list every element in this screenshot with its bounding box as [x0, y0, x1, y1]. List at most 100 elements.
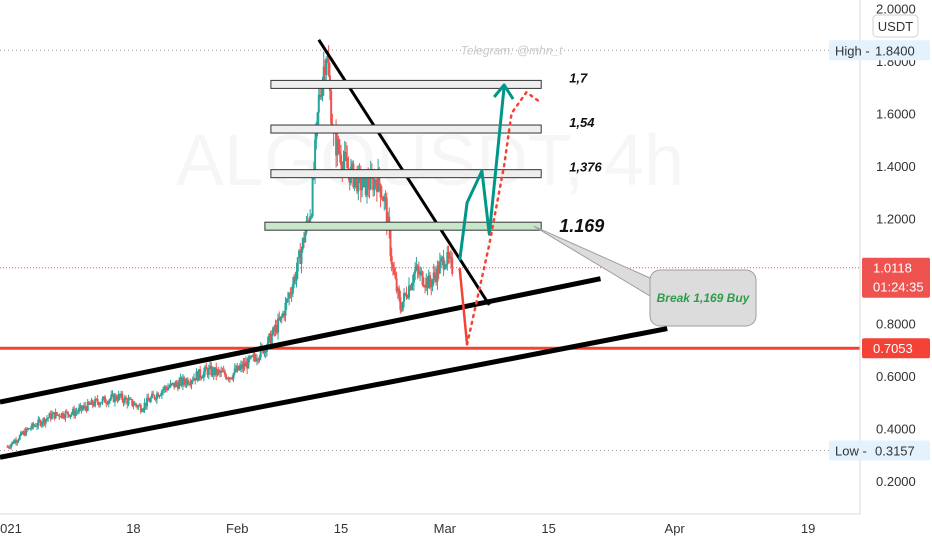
candle-body: [447, 251, 450, 259]
currency-button-box[interactable]: [872, 14, 919, 38]
candle-body: [159, 394, 162, 396]
price-tick-label: 0.4000: [876, 421, 916, 436]
candle-body: [68, 414, 71, 417]
candle-body: [269, 333, 272, 344]
candle-body: [344, 151, 347, 158]
candle-body: [136, 405, 139, 408]
candle-body: [62, 413, 65, 418]
candle-body: [241, 364, 244, 369]
candle-body: [191, 380, 194, 382]
level-label: 1,54: [569, 115, 595, 130]
candle-body: [431, 279, 434, 288]
candle-body: [356, 174, 359, 192]
candle-body: [75, 411, 78, 413]
candle-body: [80, 405, 83, 410]
candle-body: [121, 393, 124, 401]
candle-body: [26, 428, 29, 430]
candle-body: [337, 138, 340, 152]
candle-body: [178, 381, 181, 389]
candle-body: [323, 66, 326, 75]
candle-body: [393, 268, 396, 275]
candle-body: [108, 398, 111, 401]
candle-body: [202, 371, 205, 378]
candle-body: [249, 355, 252, 359]
candle-body: [107, 400, 110, 404]
candle-body: [8, 447, 11, 449]
candle-body: [143, 402, 146, 410]
candle-body: [94, 398, 97, 406]
time-tick-label: 15: [541, 521, 555, 536]
candle-body: [15, 440, 18, 443]
currency-button[interactable]: USDT: [872, 14, 919, 38]
candle-body: [251, 355, 254, 357]
candle-body: [221, 371, 224, 373]
candle-body: [162, 389, 165, 391]
candle-body: [37, 419, 40, 426]
price-tick-label: 0.8000: [876, 316, 916, 331]
candle-body: [235, 368, 238, 372]
candle-body: [117, 394, 120, 401]
candle-body: [386, 216, 389, 225]
candle-body: [179, 377, 182, 382]
candle-body: [153, 395, 156, 399]
candle-body: [244, 362, 247, 367]
candle-body: [375, 183, 378, 192]
candle-body: [47, 417, 50, 419]
candle-body: [398, 288, 401, 298]
projected-move-arrow: [458, 86, 506, 261]
candle-body: [422, 284, 425, 287]
candle-body: [87, 401, 90, 405]
candle-body: [134, 403, 137, 406]
candle-body: [144, 402, 147, 407]
time-axis: 2021 18 Feb 15 Mar 15 Apr 19: [0, 513, 932, 550]
candle-body: [264, 348, 267, 353]
candle-body: [120, 393, 123, 397]
candle-body: [201, 377, 204, 379]
telegram-handle: Telegram: @mhn_t: [461, 43, 563, 57]
candle-body: [290, 293, 293, 295]
drawing-overlays: 1,7 1,54 1,376 1.169 Telegram: @mhn_t Break 1…: [0, 38, 860, 460]
candle-body: [279, 316, 282, 320]
candle-body: [199, 369, 202, 378]
callout-box: [649, 269, 757, 327]
candle-body: [155, 393, 158, 400]
low-price-tag-background: [829, 440, 930, 461]
candle-body: [247, 356, 250, 369]
price-tick-label: 1.6000: [876, 106, 916, 121]
candle-body: [190, 380, 193, 385]
candle-body: [142, 409, 145, 411]
candle-body: [353, 177, 356, 188]
candle-body: [357, 169, 360, 192]
candle-body: [150, 393, 153, 398]
candle-body: [128, 398, 131, 400]
candle-body: [361, 187, 364, 191]
currency-label: USDT: [878, 19, 913, 34]
candle-body: [6, 446, 9, 448]
candle-body: [16, 441, 19, 443]
candle-body: [437, 265, 440, 274]
candle-body: [369, 172, 372, 190]
candle-body: [273, 327, 276, 332]
candle-body: [32, 423, 35, 427]
candle-body: [421, 271, 424, 285]
candle-body: [33, 425, 36, 427]
candle-body: [157, 393, 160, 398]
candle-body: [243, 363, 246, 367]
candle-body: [206, 369, 209, 375]
candle-body: [394, 274, 397, 279]
candle-body: [268, 333, 271, 338]
current-price-tag-value: 1.0118: [873, 261, 912, 276]
candle-body: [137, 405, 140, 408]
candle-body: [158, 395, 161, 398]
candle-body: [364, 175, 367, 196]
high-price-tag: High - 1.8400: [829, 40, 930, 61]
candle-body: [446, 251, 449, 265]
candle-body: [7, 446, 10, 448]
candle-body: [149, 397, 152, 402]
candle-body: [231, 378, 234, 380]
candle-body: [139, 405, 142, 412]
candle-body: [17, 439, 20, 442]
candle-body: [296, 257, 299, 272]
candle-body: [225, 375, 228, 379]
level-box: [270, 169, 542, 179]
